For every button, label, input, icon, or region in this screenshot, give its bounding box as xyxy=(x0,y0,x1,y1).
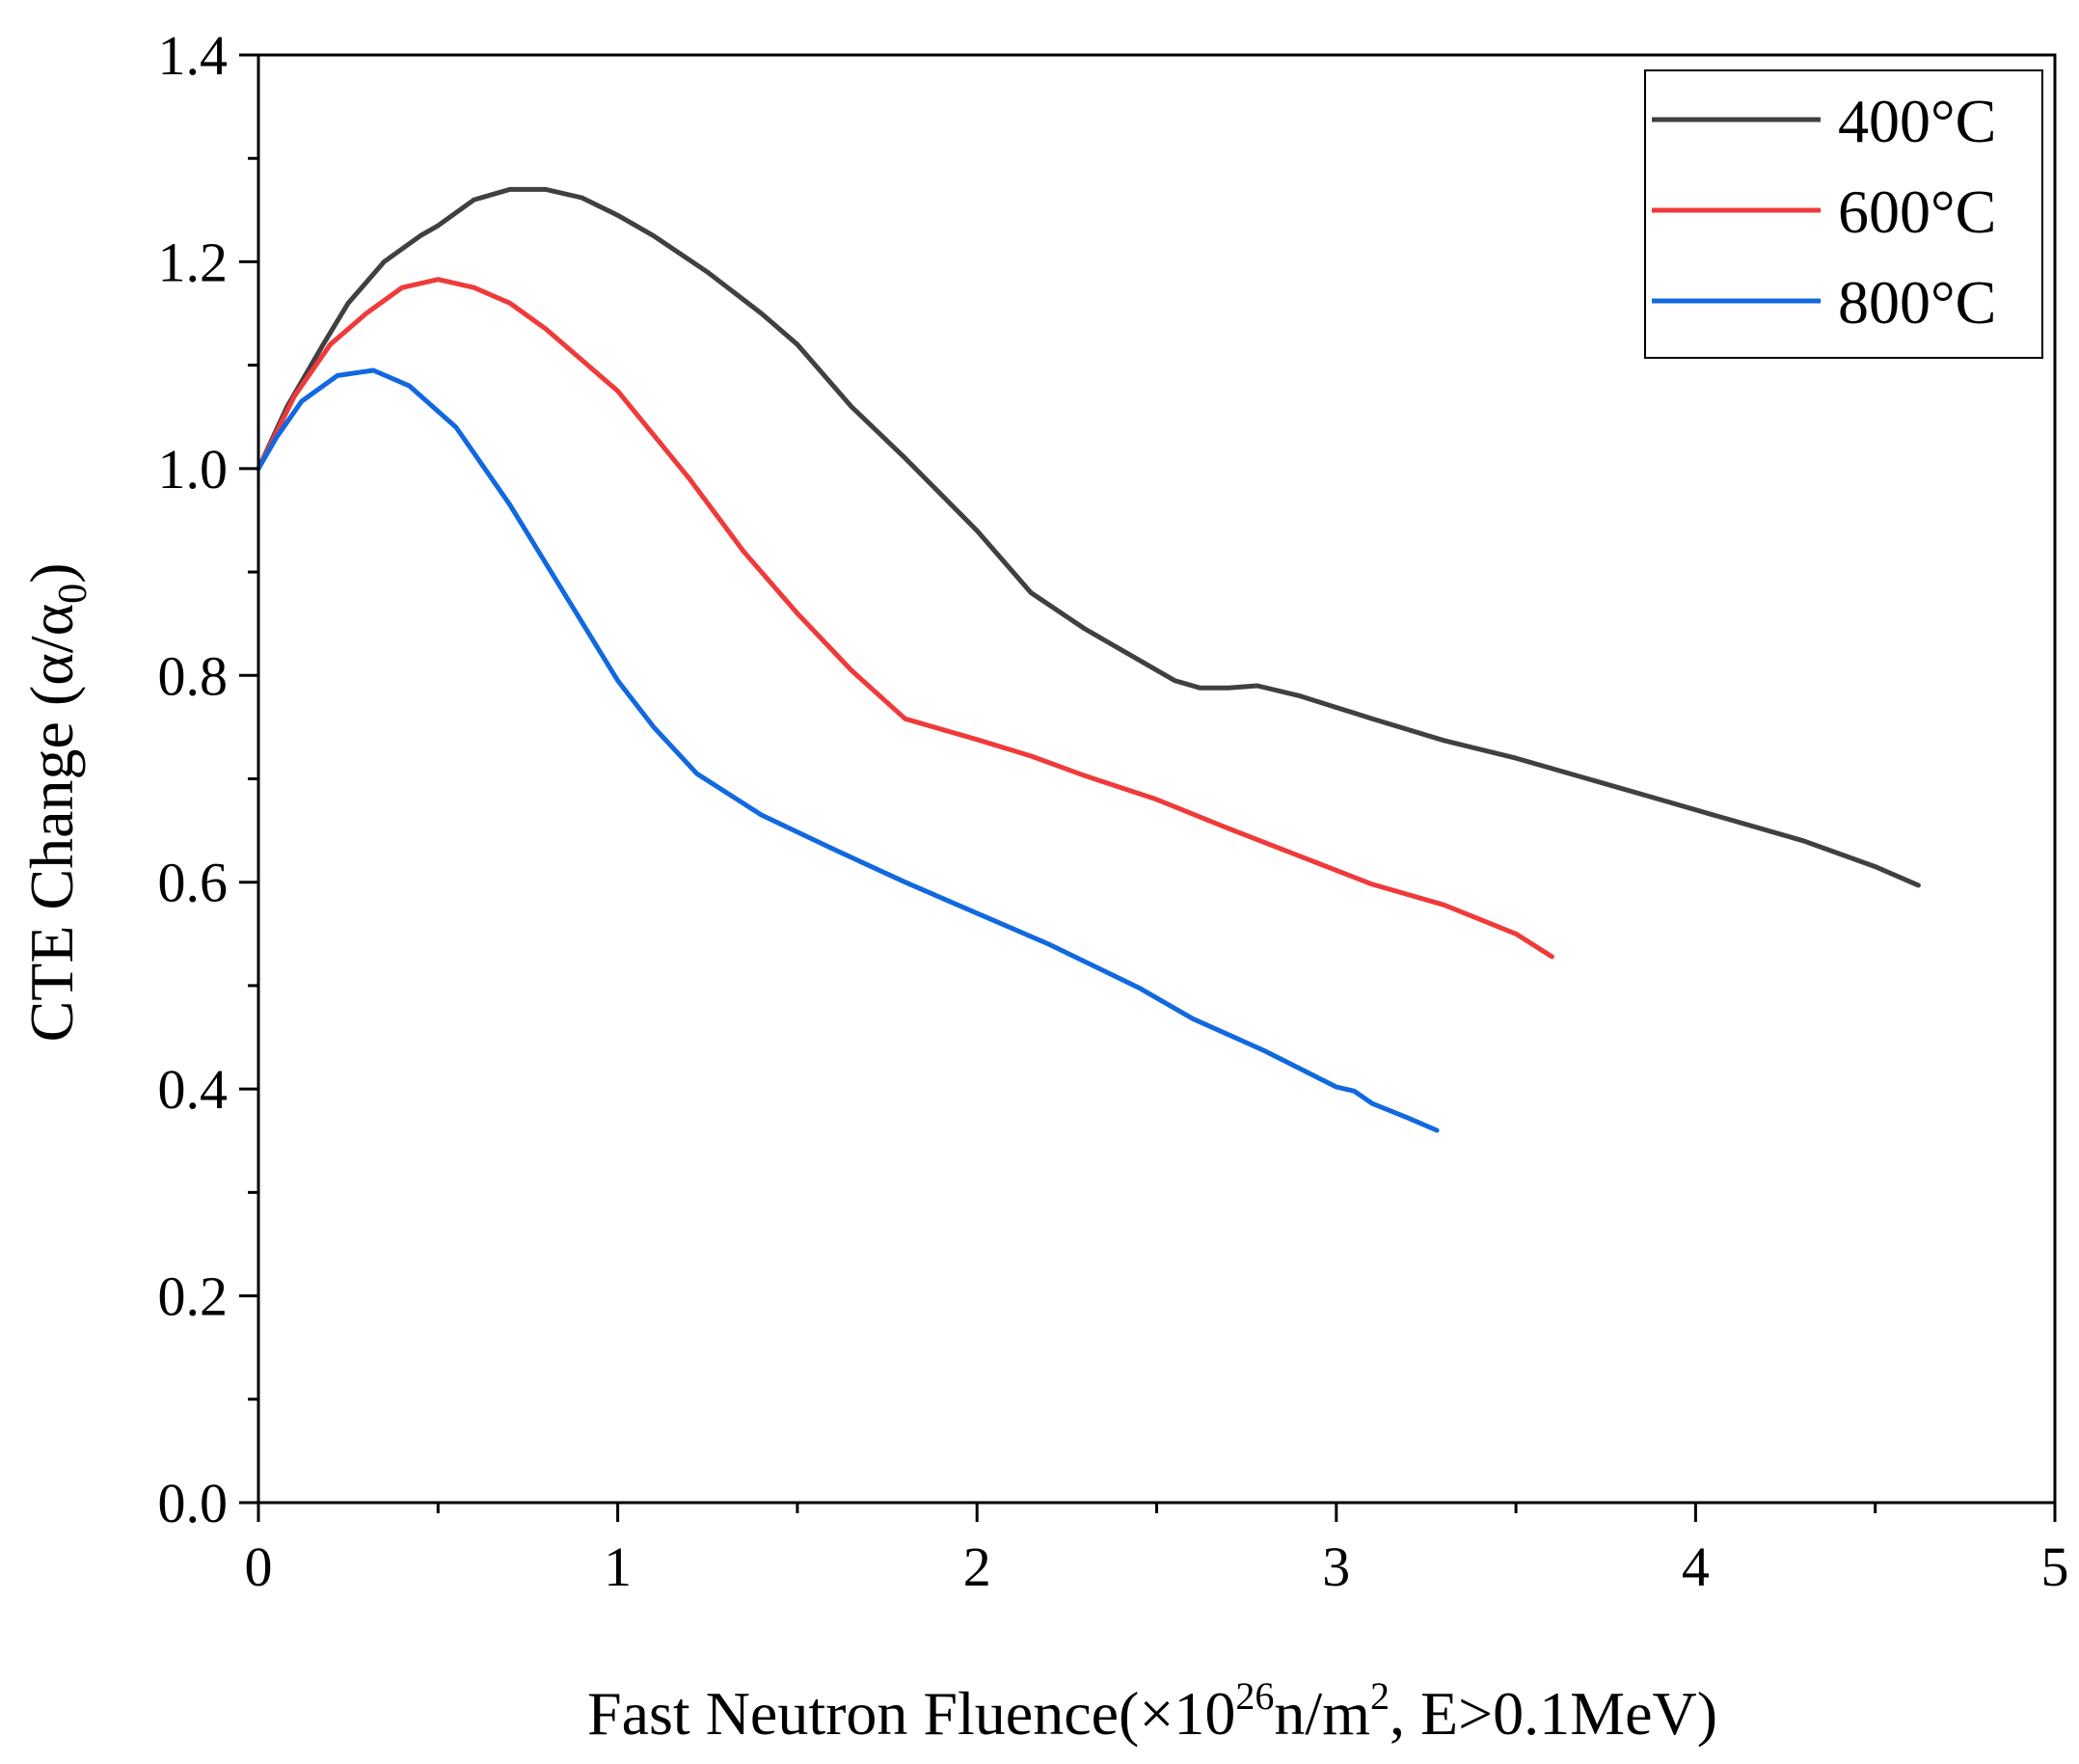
series-line-800C xyxy=(256,367,1440,1133)
x-tick-label: 0 xyxy=(245,1535,273,1598)
y-tick-label: 0.2 xyxy=(158,1265,229,1328)
y-tick-label: 0.4 xyxy=(158,1058,229,1121)
y-tick-label: 0.6 xyxy=(158,852,229,914)
x-tick-label: 3 xyxy=(1322,1535,1350,1598)
y-tick-label: 0.8 xyxy=(158,644,229,707)
x-tick-label: 4 xyxy=(1682,1535,1710,1598)
legend-label-800C: 800°C xyxy=(1838,268,1996,337)
series-line-600C xyxy=(256,277,1554,960)
y-tick-label: 0.0 xyxy=(158,1472,229,1534)
x-axis-title: Fast Neutron Fluence(×1026n/m2, E>0.1MeV… xyxy=(587,1674,1717,1748)
y-tick-label: 1.0 xyxy=(158,438,229,501)
plot-area xyxy=(256,186,1921,1133)
x-tick-label: 2 xyxy=(963,1535,991,1598)
legend-label-600C: 600°C xyxy=(1838,177,1996,246)
x-tick-label: 5 xyxy=(2041,1535,2069,1598)
axes: 0 1 2 3 4 5 0.0 0.2 0.4 0.6 0.8 1.0 1.2 1.4 xyxy=(158,24,2069,1598)
legend: 400°C 600°C 800°C xyxy=(1644,69,2043,359)
y-tick-label: 1.4 xyxy=(158,24,229,87)
y-axis-title: CTE Change (α/α0) xyxy=(17,563,95,1043)
y-tick-label: 1.2 xyxy=(158,231,229,293)
series-line-400C xyxy=(256,186,1921,888)
x-tick-label: 1 xyxy=(604,1535,632,1598)
legend-label-400C: 400°C xyxy=(1838,87,1996,155)
